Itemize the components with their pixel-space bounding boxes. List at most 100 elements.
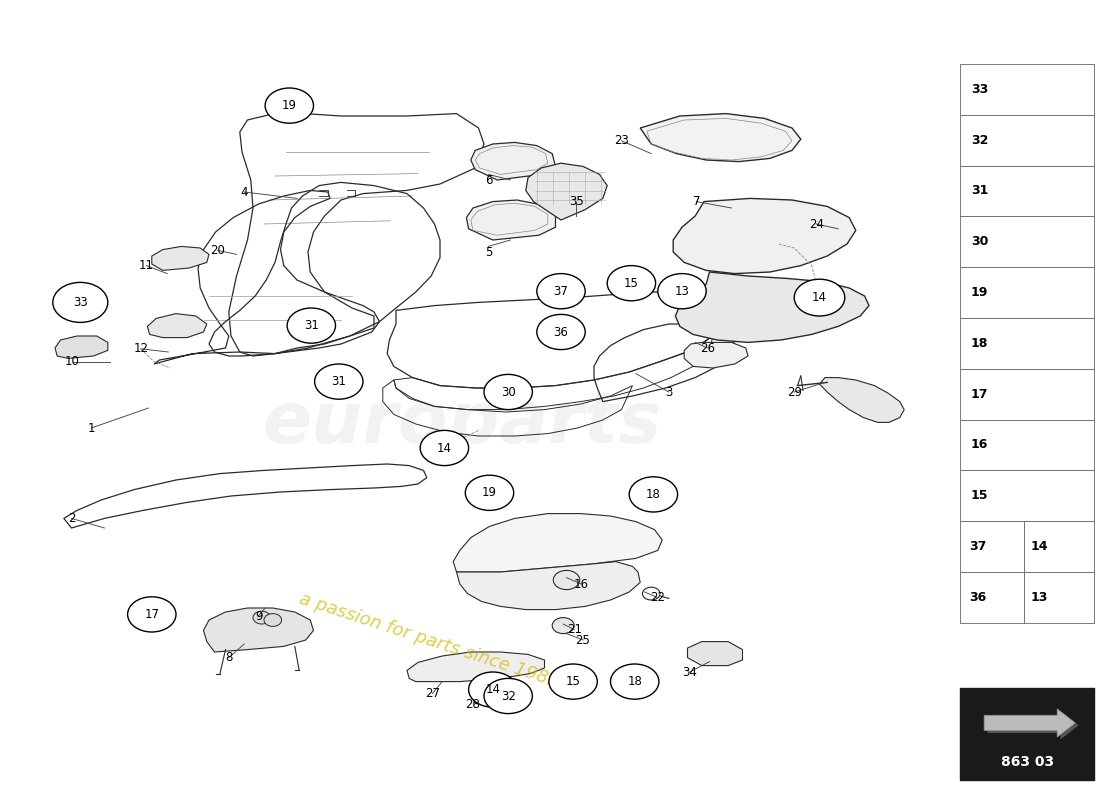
Circle shape — [658, 274, 706, 309]
Bar — [960, 267, 1094, 318]
Circle shape — [253, 611, 271, 624]
Text: 8: 8 — [226, 651, 232, 664]
Bar — [1024, 572, 1094, 622]
Text: 17: 17 — [971, 388, 989, 401]
Bar — [960, 318, 1094, 369]
Text: 10: 10 — [65, 355, 80, 368]
Circle shape — [265, 88, 313, 123]
Circle shape — [553, 570, 580, 590]
Bar — [960, 419, 1094, 470]
Polygon shape — [152, 246, 209, 270]
Text: 18: 18 — [971, 337, 988, 350]
Bar — [960, 64, 1094, 114]
Text: 29: 29 — [786, 386, 802, 398]
Text: 31: 31 — [331, 375, 346, 388]
Bar — [960, 572, 1024, 622]
Text: 21: 21 — [566, 623, 582, 636]
Circle shape — [128, 597, 176, 632]
Text: 2: 2 — [68, 512, 75, 525]
Circle shape — [549, 664, 597, 699]
Circle shape — [315, 364, 363, 399]
Polygon shape — [147, 314, 207, 338]
Circle shape — [607, 266, 656, 301]
Text: 863 03: 863 03 — [1001, 754, 1054, 769]
Text: 5: 5 — [485, 246, 492, 258]
Text: europarts: europarts — [263, 390, 661, 458]
Polygon shape — [675, 272, 869, 342]
Text: 12: 12 — [133, 342, 148, 355]
Text: 25: 25 — [575, 634, 591, 646]
Bar — [960, 166, 1094, 216]
Text: 32: 32 — [500, 690, 516, 702]
Bar — [960, 688, 1094, 780]
Text: 13: 13 — [1031, 591, 1048, 604]
Text: 31: 31 — [971, 185, 988, 198]
Polygon shape — [407, 652, 544, 682]
Polygon shape — [684, 342, 748, 368]
Text: 37: 37 — [969, 540, 986, 553]
Circle shape — [484, 678, 532, 714]
Bar — [960, 522, 1024, 572]
Text: 28: 28 — [465, 698, 481, 710]
Circle shape — [264, 614, 282, 626]
Text: 31: 31 — [304, 319, 319, 332]
Text: 35: 35 — [569, 195, 584, 208]
Text: 20: 20 — [210, 244, 225, 257]
Text: 16: 16 — [573, 578, 588, 590]
Bar — [960, 216, 1094, 267]
Circle shape — [642, 587, 660, 600]
Text: 1: 1 — [88, 422, 95, 434]
Text: 30: 30 — [500, 386, 516, 398]
Text: 17: 17 — [144, 608, 159, 621]
Circle shape — [469, 672, 517, 707]
Text: 36: 36 — [969, 591, 986, 604]
Text: 15: 15 — [624, 277, 639, 290]
Text: 36: 36 — [553, 326, 569, 338]
Text: 11: 11 — [139, 259, 154, 272]
Text: 19: 19 — [482, 486, 497, 499]
Text: 3: 3 — [666, 386, 672, 398]
Polygon shape — [204, 608, 314, 652]
Polygon shape — [456, 562, 640, 610]
Circle shape — [465, 475, 514, 510]
Polygon shape — [688, 642, 742, 666]
Bar — [1024, 522, 1094, 572]
Text: 30: 30 — [971, 235, 988, 248]
Text: 22: 22 — [650, 591, 666, 604]
Text: 14: 14 — [812, 291, 827, 304]
Text: 14: 14 — [485, 683, 501, 696]
Text: 37: 37 — [553, 285, 569, 298]
Text: 18: 18 — [646, 488, 661, 501]
Polygon shape — [984, 709, 1076, 737]
Circle shape — [420, 430, 469, 466]
Text: 13: 13 — [674, 285, 690, 298]
Text: 7: 7 — [693, 195, 700, 208]
Text: 18: 18 — [627, 675, 642, 688]
Circle shape — [629, 477, 678, 512]
Text: 9: 9 — [255, 610, 262, 622]
Text: 15: 15 — [565, 675, 581, 688]
Text: 23: 23 — [614, 134, 629, 147]
Text: 33: 33 — [73, 296, 88, 309]
Text: 14: 14 — [1031, 540, 1048, 553]
Bar — [960, 470, 1094, 522]
Polygon shape — [466, 200, 556, 240]
Circle shape — [484, 374, 532, 410]
Circle shape — [287, 308, 336, 343]
Polygon shape — [55, 336, 108, 358]
Polygon shape — [453, 514, 662, 572]
Circle shape — [552, 618, 574, 634]
Circle shape — [610, 664, 659, 699]
Bar — [960, 369, 1094, 419]
Polygon shape — [471, 142, 556, 180]
Text: 24: 24 — [808, 218, 824, 230]
Polygon shape — [820, 378, 904, 422]
Text: 33: 33 — [971, 83, 988, 96]
Text: 19: 19 — [971, 286, 988, 299]
Polygon shape — [526, 163, 607, 220]
Text: 15: 15 — [971, 490, 989, 502]
Text: 27: 27 — [425, 687, 440, 700]
Text: 16: 16 — [971, 438, 988, 451]
Polygon shape — [988, 711, 1079, 739]
Text: 4: 4 — [241, 186, 248, 198]
